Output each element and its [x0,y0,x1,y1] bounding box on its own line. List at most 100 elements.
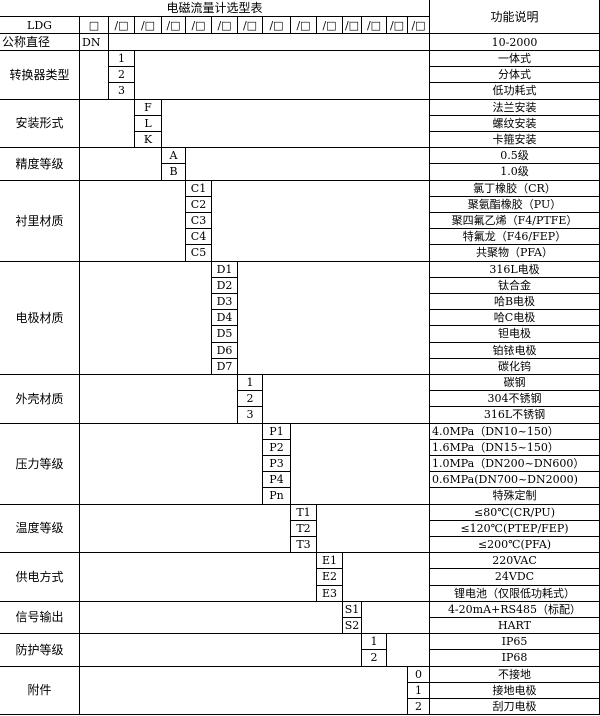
option-description: HART [429,617,600,635]
option-description: 1.6MPa（DN15~150） [429,438,600,456]
model-slot: /□ [108,16,135,34]
option-code: D6 [211,341,238,359]
blank-cell [79,422,263,505]
option-code: S1 [342,600,362,618]
group-label: 衬里材质 [0,179,80,262]
option-description: ≤120℃(PTEP/FEP) [429,519,600,537]
option-code: D7 [211,357,238,375]
blank-cell [161,98,430,149]
option-description: 4.0MPa（DN10~150） [429,422,600,440]
option-code: D3 [211,293,238,311]
model-slot: /□ [262,16,291,34]
option-description: 一体式 [429,50,600,68]
option-code: S2 [342,617,362,635]
nominal-desc: 10-2000 [429,33,600,51]
option-description: 锂电池（仅限低功耗式） [429,584,600,602]
option-code: 2 [407,698,430,716]
option-description: 氯丁橡胶（CR） [429,179,600,197]
blank-cell [361,600,430,635]
option-description: 哈C电极 [429,309,600,327]
group-label: 供电方式 [0,552,80,602]
option-code: D4 [211,309,238,327]
blank-cell [134,50,430,100]
model-box: □ [79,16,109,34]
option-code: 2 [108,66,135,84]
blank-cell [79,374,238,424]
option-description: 聚四氟乙烯（F4/PTFE） [429,212,600,230]
blank-cell [79,147,162,181]
option-description: 316L不锈钢 [429,406,600,424]
option-code: F [134,98,162,116]
option-code: 1 [237,374,263,392]
blank-cell [316,503,430,554]
option-code: T1 [290,503,317,521]
option-code: C5 [185,244,212,262]
blank-cell [79,98,135,149]
option-code: D5 [211,325,238,343]
option-code: C4 [185,228,212,246]
option-code: E1 [316,552,343,570]
option-code: P3 [262,455,291,473]
blank-cell [79,665,408,716]
option-description: 法兰安装 [429,98,600,116]
option-description: 24VDC [429,568,600,586]
nominal-label: 公称直径 [0,33,80,51]
model-slot: /□ [161,16,186,34]
option-description: 钛合金 [429,276,600,294]
blank-cell [290,422,430,505]
function-header: 功能说明 [429,0,600,34]
option-description: IP68 [429,649,600,667]
model-slot: /□ [211,16,238,34]
model-slot: /□ [407,16,430,34]
nominal-code: DN [79,33,109,51]
group-label: 电极材质 [0,260,80,375]
model-slot: /□ [290,16,317,34]
option-code: L [134,114,162,132]
model-slot: /□ [361,16,387,34]
option-code: E2 [316,568,343,586]
option-description: 分体式 [429,66,600,84]
model-slot: /□ [342,16,362,34]
option-description: 特氟龙（F46/FEP） [429,228,600,246]
option-code: A [161,147,186,165]
option-description: 刮刀电极 [429,698,600,716]
group-label: 压力等级 [0,422,80,505]
model-slot: /□ [185,16,212,34]
option-code: D1 [211,260,238,278]
option-description: 特殊定制 [429,487,600,505]
option-description: 316L电极 [429,260,600,278]
blank-cell [79,600,343,635]
option-code: P2 [262,438,291,456]
option-code: 0 [407,665,430,683]
group-label: 安装形式 [0,98,80,149]
option-description: ≤80℃(CR/PU) [429,503,600,521]
blank-cell [185,147,430,181]
blank-cell [262,374,430,424]
option-description: 铂铱电极 [429,341,600,359]
blank-cell [79,179,186,262]
option-code: T2 [290,519,317,537]
group-label: 信号输出 [0,600,80,635]
option-code: 1 [108,50,135,68]
option-code: 3 [108,82,135,100]
group-label: 附件 [0,665,80,716]
option-code: P1 [262,422,291,440]
option-description: 碳钢 [429,374,600,392]
option-code: C3 [185,212,212,230]
table-title: 电磁流量计选型表 [0,0,430,17]
option-code: 1 [407,681,430,699]
option-description: 0.6MPa(DN700~DN2000) [429,471,600,489]
group-label: 防护等级 [0,633,80,667]
option-description: ≤200℃(PFA) [429,536,600,554]
option-code: 2 [237,390,263,408]
option-code: Pn [262,487,291,505]
blank-cell [79,633,362,667]
group-label: 精度等级 [0,147,80,181]
model-slot: /□ [237,16,263,34]
option-description: 钽电极 [429,325,600,343]
option-code: 3 [237,406,263,424]
option-code: B [161,163,186,181]
option-description: 1.0级 [429,163,600,181]
model-slot: /□ [134,16,162,34]
